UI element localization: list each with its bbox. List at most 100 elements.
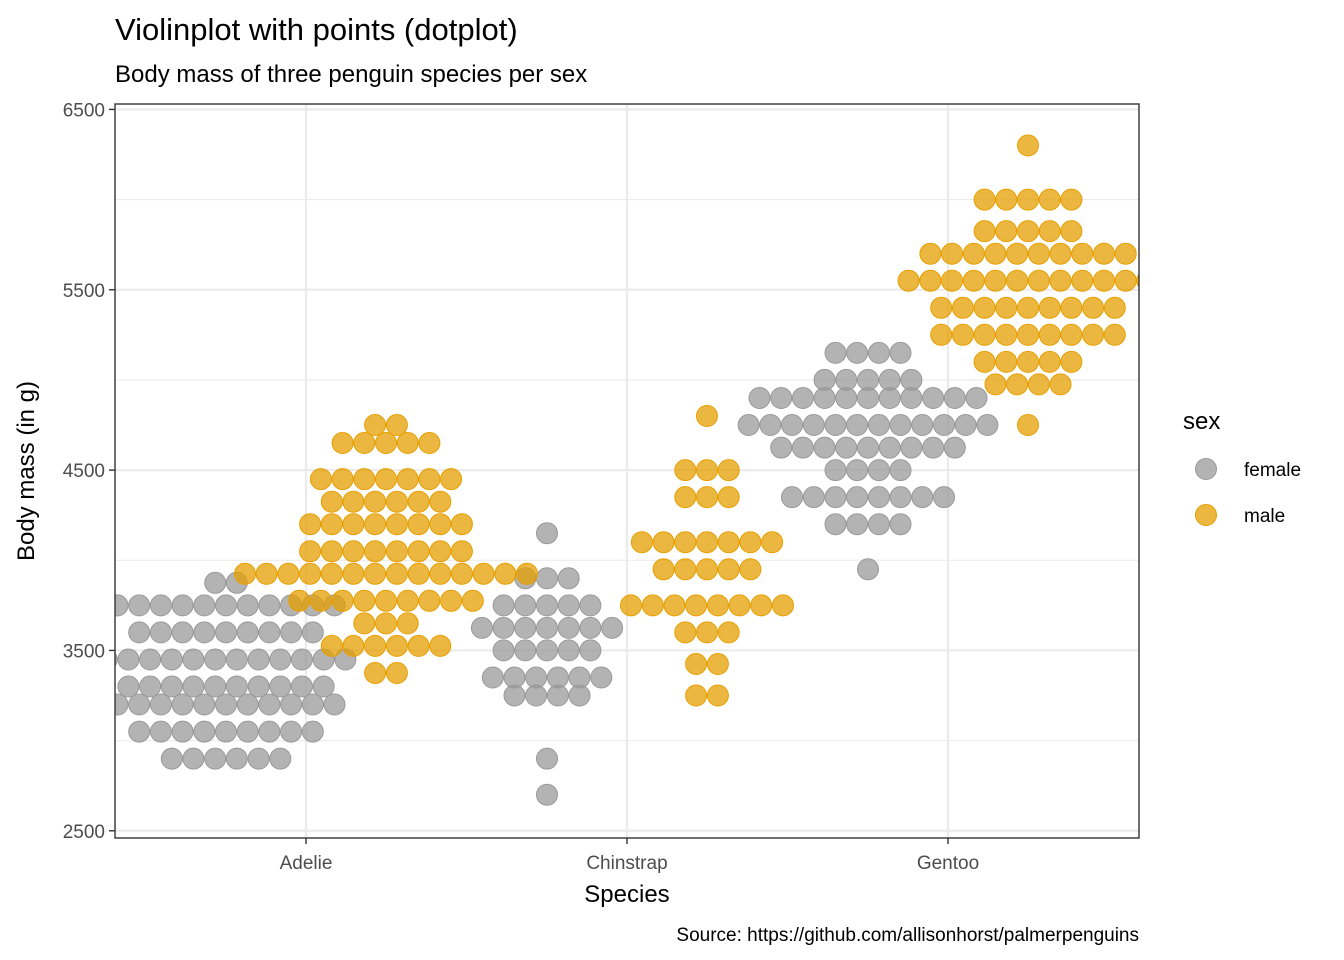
data-point-male [309, 589, 332, 612]
data-point-male [353, 612, 376, 635]
data-point-female [193, 693, 216, 716]
data-point-female [481, 666, 504, 689]
data-point-male [1006, 269, 1029, 292]
data-point-female [536, 747, 558, 770]
data-point-male [1017, 296, 1039, 319]
data-point-female [193, 720, 216, 743]
data-point-male [1017, 134, 1039, 157]
data-point-male [706, 653, 729, 675]
data-point-male [385, 513, 408, 536]
data-point-female [889, 341, 912, 364]
data-point-female [579, 639, 602, 662]
data-point-male [641, 594, 664, 617]
data-point-female [889, 513, 912, 536]
data-point-male [375, 612, 397, 635]
x-tick-label: Chinstrap [586, 853, 667, 874]
legend: sex female male [1183, 408, 1301, 527]
data-point-male [1060, 350, 1083, 373]
data-point-female [171, 720, 194, 743]
data-point-male [418, 589, 441, 612]
data-point-male [385, 562, 408, 585]
data-point-male [450, 540, 473, 563]
data-point-male [696, 459, 718, 482]
data-point-male [353, 468, 376, 491]
data-point-male [429, 562, 452, 585]
data-point-female [258, 693, 281, 716]
data-point-male [706, 684, 729, 707]
data-point-male [1006, 242, 1029, 265]
y-tick-label: 5500 [63, 281, 105, 302]
data-point-male [696, 558, 718, 581]
data-point-female [813, 368, 836, 391]
data-point-male [375, 589, 397, 612]
data-point-male [331, 468, 354, 491]
data-point-female [193, 621, 216, 644]
data-point-female [813, 436, 836, 459]
data-point-female [846, 486, 869, 509]
data-point-male [342, 634, 365, 657]
data-point-male [385, 490, 408, 513]
data-point-female [601, 616, 624, 639]
data-point-male [309, 468, 332, 491]
legend-title: sex [1183, 408, 1220, 435]
data-point-male [342, 540, 365, 563]
x-tick-label: Gentoo [917, 853, 979, 874]
data-point-female [171, 693, 194, 716]
data-point-female [290, 675, 313, 698]
data-point-female [943, 387, 966, 409]
data-point-male [919, 242, 942, 265]
data-point-male [353, 589, 376, 612]
data-point-male [984, 242, 1007, 265]
data-point-male [364, 540, 387, 563]
x-tick-label: Adelie [280, 853, 333, 874]
data-point-female [204, 747, 227, 770]
data-point-male [1114, 242, 1137, 265]
data-point-male [1060, 323, 1083, 346]
data-point-female [933, 486, 955, 509]
data-point-female [791, 387, 814, 409]
legend-label-female: female [1244, 460, 1301, 481]
data-point-female [911, 414, 934, 436]
data-points [115, 134, 1139, 806]
data-point-male [995, 188, 1018, 211]
data-point-female [193, 594, 216, 617]
data-point-male [674, 486, 697, 509]
data-point-female [269, 747, 292, 770]
data-point-female [965, 387, 988, 409]
data-point-female [247, 747, 270, 770]
y-tick-label: 3500 [63, 641, 105, 662]
data-point-male [375, 432, 397, 454]
data-point-female [247, 648, 270, 671]
data-point-male [897, 269, 920, 292]
data-point-female [579, 616, 602, 639]
data-point-male [941, 269, 963, 292]
data-point-male [429, 634, 452, 657]
data-point-female [846, 341, 869, 364]
data-point-female [976, 414, 999, 436]
data-point-male [1093, 269, 1115, 292]
data-point-male [331, 432, 354, 454]
data-point-female [280, 621, 303, 644]
data-point-male [320, 540, 343, 563]
data-point-female [323, 693, 346, 716]
data-point-male [364, 490, 387, 513]
data-point-female [536, 522, 558, 545]
data-point-female [301, 693, 324, 716]
data-point-male [706, 594, 729, 617]
data-point-male [1082, 296, 1105, 319]
data-point-male [750, 594, 773, 617]
data-point-male [364, 513, 387, 536]
data-point-male [429, 490, 452, 513]
data-point-male [418, 468, 441, 491]
data-point-female [867, 513, 890, 536]
data-point-male [375, 468, 397, 491]
data-point-female [160, 648, 183, 671]
data-point-female [236, 621, 259, 644]
data-point-male [1103, 323, 1126, 346]
data-point-female [536, 616, 558, 639]
data-point-male [385, 540, 408, 563]
data-point-male [1060, 220, 1083, 243]
data-point-male [385, 662, 408, 684]
data-point-female [182, 648, 205, 671]
